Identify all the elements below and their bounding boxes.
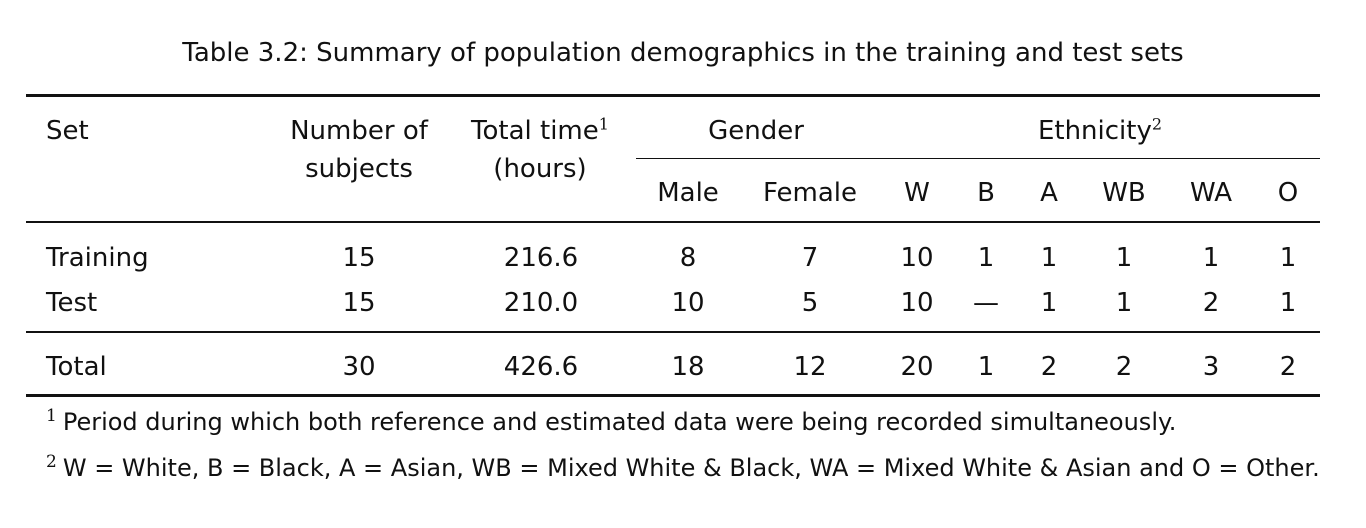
- footnote-1-marker: 1: [598, 114, 609, 134]
- cell-male: 18: [671, 352, 705, 382]
- header-w: W: [904, 178, 930, 208]
- cell-wa: 2: [1202, 288, 1220, 318]
- cell-time: 216.6: [503, 243, 579, 273]
- header-total-time-line1: Total time1: [455, 116, 625, 146]
- cell-wa: 3: [1202, 352, 1220, 382]
- cell-w: 10: [900, 243, 934, 273]
- cell-o: 1: [1279, 288, 1297, 318]
- cell-subjects: 15: [342, 243, 376, 273]
- cell-set: Training: [46, 243, 149, 273]
- cell-b: —: [973, 288, 999, 318]
- header-gender: Gender: [708, 116, 804, 146]
- cell-wa: 1: [1202, 243, 1220, 273]
- header-subjects-line1: Number of: [290, 116, 428, 146]
- header-subjects-line2: subjects: [305, 154, 413, 184]
- cell-wb: 2: [1115, 352, 1133, 382]
- cell-female: 7: [801, 243, 819, 273]
- header-set: Set: [46, 116, 89, 146]
- header-male: Male: [657, 178, 719, 208]
- cell-set: Total: [46, 352, 107, 382]
- header-total-time-text: Total time: [471, 116, 599, 146]
- header-a: A: [1040, 178, 1058, 208]
- header-o: O: [1277, 178, 1299, 208]
- cell-wb: 1: [1115, 243, 1133, 273]
- footnote-mark: 1: [46, 406, 57, 426]
- cell-a: 2: [1040, 352, 1058, 382]
- cell-wb: 1: [1115, 288, 1133, 318]
- total-separator-rule: [26, 331, 1320, 333]
- cell-a: 1: [1040, 288, 1058, 318]
- cell-w: 10: [900, 288, 934, 318]
- footnote-mark: 2: [46, 452, 57, 472]
- header-wa: WA: [1189, 178, 1233, 208]
- header-b: B: [977, 178, 995, 208]
- footnote-2-marker: 2: [1151, 114, 1163, 134]
- cell-b: 1: [977, 243, 995, 273]
- footnote-1: 1 Period during which both reference and …: [46, 407, 1176, 437]
- header-female: Female: [762, 178, 857, 208]
- top-rule: [26, 94, 1320, 97]
- cell-female: 12: [793, 352, 827, 382]
- cell-time: 210.0: [503, 288, 579, 318]
- cell-subjects: 30: [342, 352, 376, 382]
- cell-set: Test: [46, 288, 98, 318]
- table-caption: Table 3.2: Summary of population demogra…: [182, 38, 1184, 68]
- cell-male: 10: [671, 288, 705, 318]
- footnote-text: Period during which both reference and e…: [62, 408, 1177, 436]
- cell-female: 5: [801, 288, 819, 318]
- header-wb: WB: [1102, 178, 1146, 208]
- ethnicity-group-rule: [636, 158, 1320, 159]
- header-ethnicity: Ethnicity2: [1000, 116, 1200, 146]
- cell-subjects: 15: [342, 288, 376, 318]
- cell-a: 1: [1040, 243, 1058, 273]
- header-total-time-line2: (hours): [493, 154, 587, 184]
- cell-o: 1: [1279, 243, 1297, 273]
- cell-b: 1: [977, 352, 995, 382]
- header-bottom-rule: [26, 221, 1320, 223]
- bottom-rule: [26, 394, 1320, 397]
- header-ethnicity-text: Ethnicity: [1037, 116, 1152, 146]
- footnote-text: W = White, B = Black, A = Asian, WB = Mi…: [62, 454, 1320, 482]
- cell-time: 426.6: [503, 352, 579, 382]
- cell-o: 2: [1279, 352, 1297, 382]
- cell-w: 20: [900, 352, 934, 382]
- cell-male: 8: [679, 243, 697, 273]
